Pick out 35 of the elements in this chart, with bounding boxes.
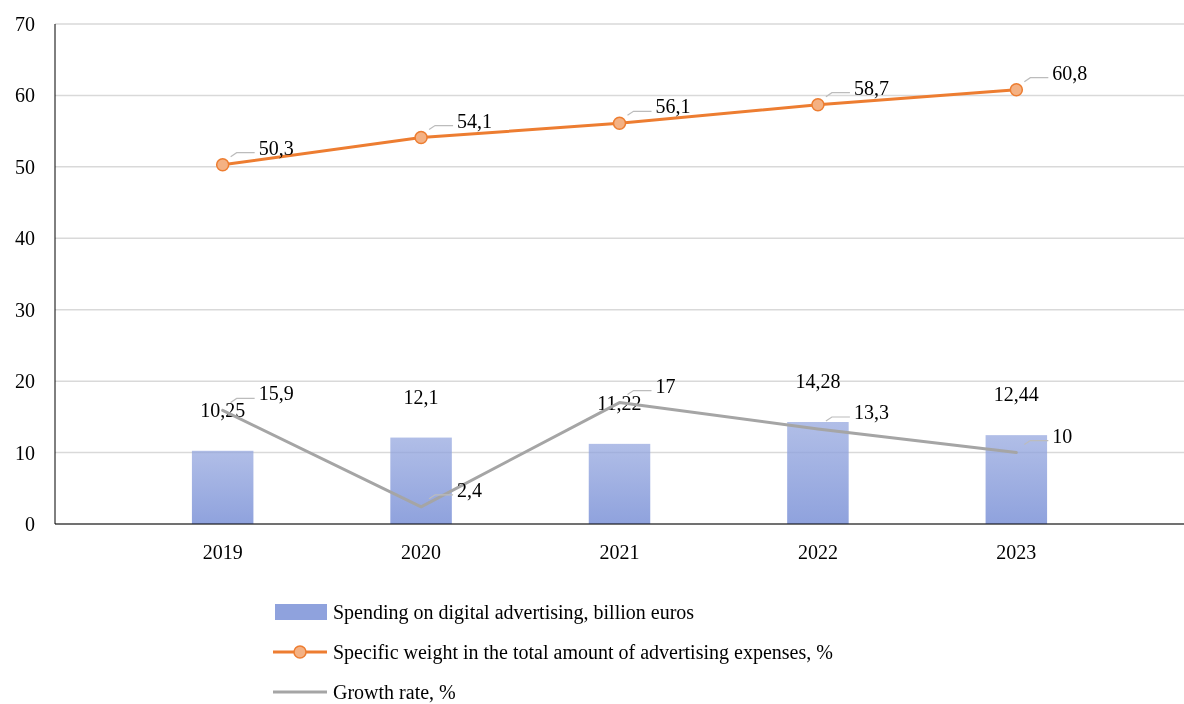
- y-tick-label: 20: [15, 370, 35, 393]
- data-label: 12,44: [993, 383, 1039, 406]
- y-tick-label: 40: [15, 227, 35, 250]
- x-tick-label: 2020: [401, 541, 442, 563]
- data-label: 12,1: [403, 385, 439, 408]
- legend-label: Spending on digital advertising, billion euros: [333, 601, 695, 624]
- legend-label: Specific weight in the total amount of advertising expenses, %: [333, 641, 833, 664]
- data-label: 56,1: [655, 95, 691, 118]
- data-label: 13,3: [853, 401, 889, 423]
- data-label: 17: [655, 374, 676, 397]
- y-tick-label: 50: [15, 155, 35, 178]
- data-label: 54,1: [457, 109, 493, 132]
- x-tick-label: 2019: [202, 541, 243, 563]
- x-tick-label: 2021: [599, 541, 640, 563]
- data-label: 60,8: [1052, 61, 1088, 84]
- data-label: 15,9: [258, 382, 294, 405]
- data-label: 10: [1052, 424, 1073, 447]
- data-label: 58,7: [853, 76, 889, 99]
- y-tick-label: 0: [25, 513, 35, 535]
- point: [811, 97, 825, 112]
- data-label: 2,4: [457, 478, 483, 501]
- data-label: 14,28: [795, 370, 841, 392]
- data-label: 10,25: [200, 398, 246, 421]
- data-label: 50,3: [258, 136, 294, 159]
- y-tick-label: 30: [15, 298, 35, 321]
- y-tick-label: 10: [15, 441, 35, 464]
- x-tick-label: 2022: [797, 541, 838, 563]
- point: [612, 116, 627, 131]
- point: [414, 130, 428, 145]
- point: [215, 157, 230, 172]
- legend-label: Growth rate, %: [333, 681, 456, 703]
- point: [1009, 82, 1024, 97]
- y-tick-label: 60: [15, 84, 35, 107]
- y-tick-label: 70: [15, 13, 35, 35]
- x-tick-label: 2023: [996, 541, 1037, 563]
